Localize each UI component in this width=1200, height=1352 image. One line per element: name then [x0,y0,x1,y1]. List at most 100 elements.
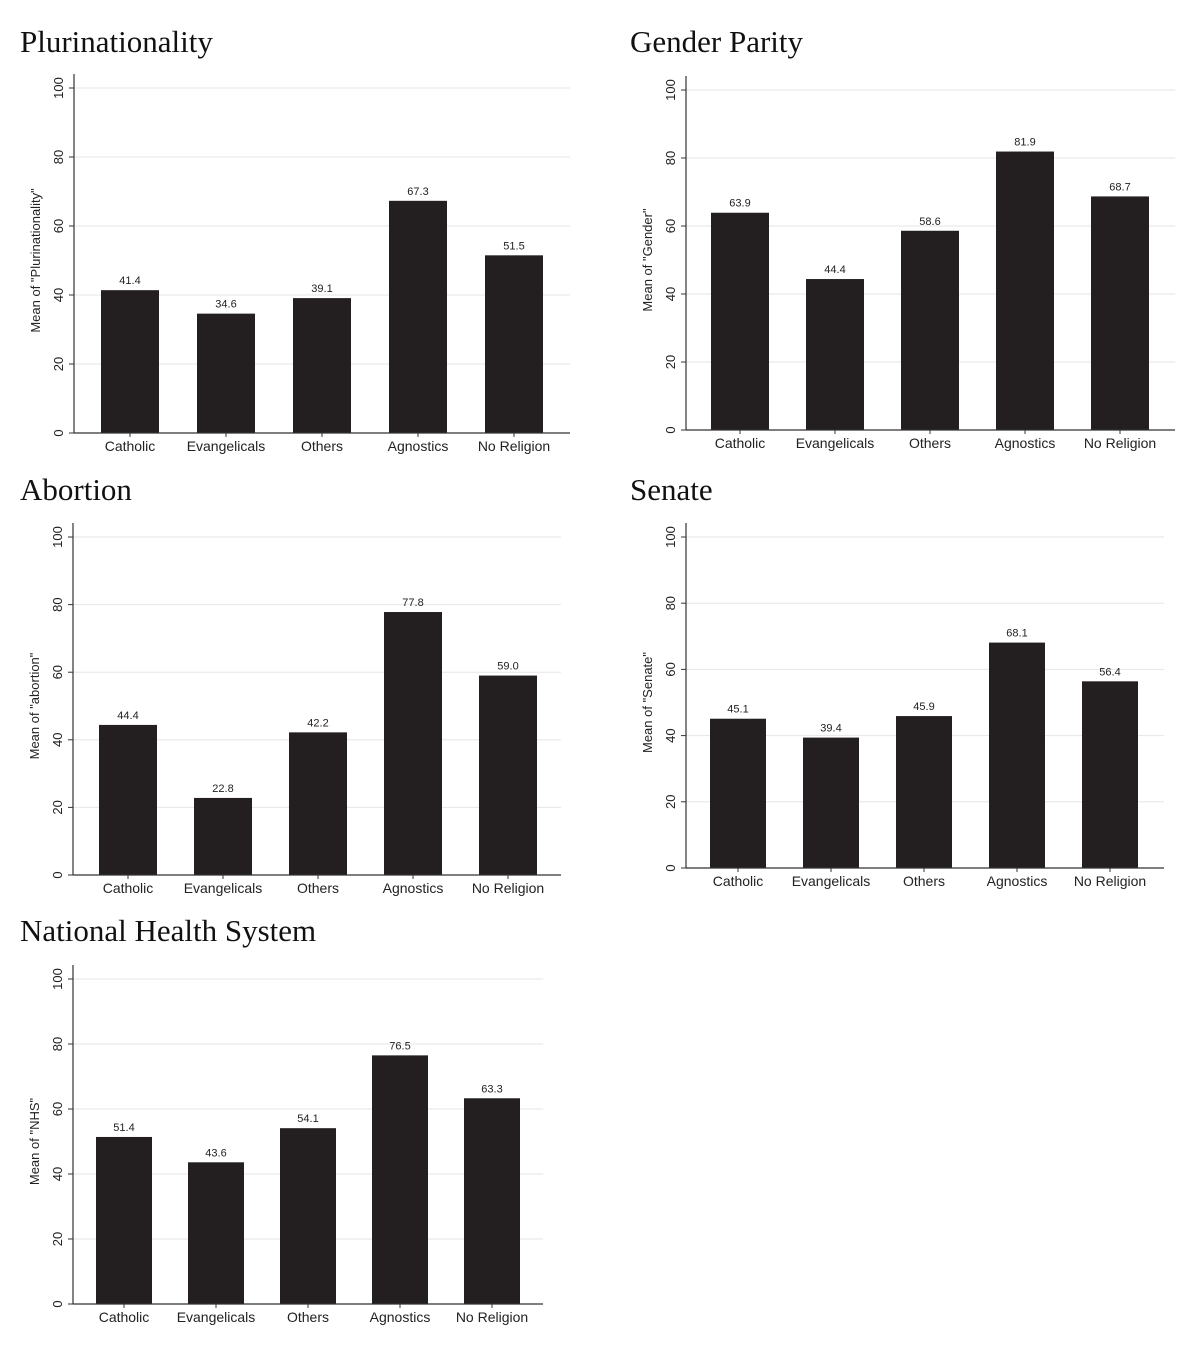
x-category-label: Agnostics [987,873,1048,889]
bar-value-label: 34.6 [215,299,236,311]
x-category-label: Evangelicals [187,438,266,454]
x-category-label: No Religion [472,880,544,896]
bar-value-label: 56.4 [1099,666,1120,678]
bar-value-label: 59.0 [497,661,518,673]
y-tick-label: 20 [50,1232,65,1246]
y-tick-label: 0 [50,1300,65,1307]
x-category-label: No Religion [456,1309,528,1325]
y-tick-label: 60 [663,219,678,233]
bar-value-label: 43.6 [205,1147,226,1159]
bar-value-label: 81.9 [1014,137,1035,149]
bar-value-label: 51.4 [113,1122,134,1134]
y-tick-label: 0 [51,429,66,436]
x-category-label: No Religion [1074,873,1146,889]
bar-value-label: 67.3 [407,186,428,198]
bar-agnostics [384,612,442,875]
bar-value-label: 44.4 [824,264,845,276]
bar-value-label: 63.3 [481,1083,502,1095]
y-tick-label: 100 [51,77,66,99]
bar-evangelicals [803,737,859,868]
bar-value-label: 51.5 [503,240,524,252]
bar-catholic [101,290,159,433]
y-tick-label: 80 [663,596,678,610]
x-category-label: Catholic [103,880,154,896]
y-tick-label: 40 [663,728,678,742]
chart-national-health-system: National Health System 0 20 40 60 80 100 Mean … [20,915,580,1345]
bar-others [293,298,351,433]
bar-value-label: 76.5 [389,1040,410,1052]
bar-value-label: 39.4 [820,723,841,735]
bar-evangelicals [194,797,252,875]
x-category-label: Others [297,880,339,896]
bar-value-label: 68.7 [1109,181,1130,193]
x-category-label: Others [909,435,951,451]
x-category-label: Evangelicals [792,873,871,889]
chart-plot: 0 20 40 60 80 100 Mean of "NHS" 51.4 Catholic 43.… [27,965,543,1325]
x-category-label: Others [287,1309,329,1325]
chart-senate: Senate 0 20 40 60 80 100 Mean of "Senate" 45.1 C… [630,474,1190,904]
bar-catholic [711,212,769,430]
bar-evangelicals [806,279,864,430]
y-tick-label: 40 [50,733,65,747]
bar-others [289,732,347,875]
chart-abortion: Abortion 0 20 40 60 80 100 Mean of "abortion" 4… [20,474,580,904]
bar-value-label: 41.4 [119,275,140,287]
bar-value-label: 39.1 [311,283,332,295]
x-category-label: Catholic [99,1309,150,1325]
bar-evangelicals [188,1162,244,1304]
y-tick-label: 100 [663,526,678,548]
bar-value-label: 45.9 [913,701,934,713]
chart-title: Gender Parity [630,24,804,59]
bar-no-religion [485,255,543,433]
y-tick-label: 60 [663,662,678,676]
chart-plot: 0 20 40 60 80 100 Mean of "Senate" 45.1 Catholic… [640,523,1164,889]
x-category-label: No Religion [478,438,550,454]
x-category-label: Evangelicals [184,880,263,896]
y-tick-label: 100 [663,79,678,101]
bar-agnostics [372,1055,428,1304]
x-category-label: Evangelicals [177,1309,256,1325]
chart-plot: 0 20 40 60 80 100 Mean of "Plurinationality" 41… [28,74,570,454]
y-tick-label: 60 [50,1102,65,1116]
bar-no-religion [479,675,537,875]
bar-value-label: 68.1 [1006,628,1027,640]
y-axis-title: Mean of "Gender" [640,208,655,312]
chart-title: Abortion [20,472,132,507]
x-category-label: No Religion [1084,435,1156,451]
bar-value-label: 58.6 [919,216,940,228]
chart-title: National Health System [20,913,317,948]
bar-agnostics [989,642,1045,868]
x-category-label: Catholic [713,873,764,889]
bar-agnostics [389,200,447,433]
x-category-label: Others [301,438,343,454]
bar-no-religion [1091,196,1149,430]
y-tick-label: 100 [50,526,65,548]
x-category-label: Agnostics [995,435,1056,451]
x-category-label: Others [903,873,945,889]
y-tick-label: 20 [663,355,678,369]
y-tick-label: 100 [50,968,65,990]
x-category-label: Catholic [105,438,156,454]
y-tick-label: 80 [51,150,66,164]
bar-value-label: 22.8 [212,783,233,795]
y-tick-label: 20 [50,800,65,814]
x-category-label: Agnostics [370,1309,431,1325]
bar-value-label: 54.1 [297,1113,318,1125]
y-tick-label: 60 [50,665,65,679]
y-tick-label: 80 [50,597,65,611]
y-tick-label: 40 [663,287,678,301]
y-tick-label: 40 [51,288,66,302]
bar-value-label: 77.8 [402,597,423,609]
y-tick-label: 60 [51,219,66,233]
bar-value-label: 44.4 [117,710,138,722]
y-axis-title: Mean of "Plurinationality" [28,188,43,333]
chart-plurinationality: Plurinationality 0 20 40 60 80 100 Mean of "Pl… [20,26,580,466]
y-tick-label: 0 [663,864,678,871]
y-tick-label: 20 [663,795,678,809]
bar-others [896,716,952,868]
y-tick-label: 80 [50,1037,65,1051]
bar-evangelicals [197,313,255,433]
y-tick-label: 0 [663,426,678,433]
y-tick-label: 40 [50,1167,65,1181]
y-axis-title: Mean of "Senate" [640,652,655,753]
